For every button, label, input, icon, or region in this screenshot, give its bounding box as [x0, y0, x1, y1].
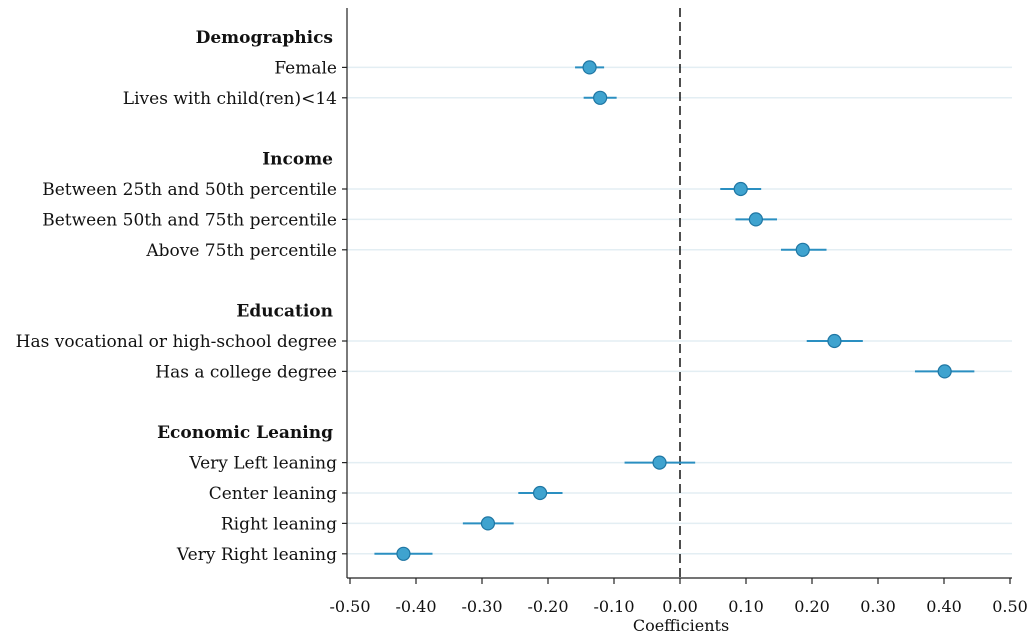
coefficient-point: [748, 212, 764, 227]
x-tick-label: 0.40: [926, 597, 962, 616]
coefficient-point: [582, 60, 597, 75]
coefficient-point: [593, 90, 608, 105]
group-label: Income: [262, 150, 333, 170]
row-labels: Demographics Female Lives with child(ren)<…: [16, 28, 337, 565]
row-label: Female: [274, 58, 337, 78]
row-label: Very Right leaning: [176, 545, 337, 565]
row-label: Above 75th percentile: [145, 241, 337, 261]
x-tick-label: 0.50: [992, 597, 1028, 616]
row-label: Very Left leaning: [188, 454, 337, 474]
coefficient-point: [532, 485, 548, 501]
x-axis-title: Coefficients: [633, 616, 729, 635]
x-tick-label: -0.10: [593, 597, 634, 616]
x-tick-label: 0.10: [728, 597, 764, 616]
row-label: Has a college degree: [155, 362, 337, 382]
row-label: Has vocational or high-school degree: [16, 332, 337, 352]
coefficient-point: [937, 364, 952, 379]
x-tick-label: -0.20: [527, 597, 568, 616]
row-label: Right leaning: [221, 514, 337, 534]
group-label: Demographics: [196, 28, 333, 48]
x-tick-label: 0.30: [860, 597, 896, 616]
group-label: Economic Leaning: [157, 423, 333, 443]
coefficient-point: [652, 455, 667, 470]
row-label: Center leaning: [209, 484, 337, 504]
group-label: Education: [236, 302, 333, 322]
x-tick-label: 0.00: [662, 597, 698, 616]
x-tick-label: -0.30: [461, 597, 502, 616]
coefficient-point: [827, 333, 842, 349]
x-ticks: -0.50 -0.40 -0.30 -0.20 -0.10 0.00 0.10 0.20 0.3…: [329, 66, 1028, 616]
x-tick-label: -0.50: [329, 597, 370, 616]
estimates: [374, 60, 975, 561]
coefficient-point: [396, 546, 411, 561]
coefficient-point: [795, 242, 810, 257]
coefficient-point: [480, 516, 496, 531]
x-tick-label: 0.20: [794, 597, 830, 616]
row-label: Between 50th and 75th percentile: [42, 210, 337, 230]
row-label: Lives with child(ren)<14: [123, 89, 337, 109]
x-tick-label: -0.40: [395, 597, 436, 616]
row-label: Between 25th and 50th percentile: [42, 180, 337, 200]
coefficient-point: [733, 181, 748, 197]
